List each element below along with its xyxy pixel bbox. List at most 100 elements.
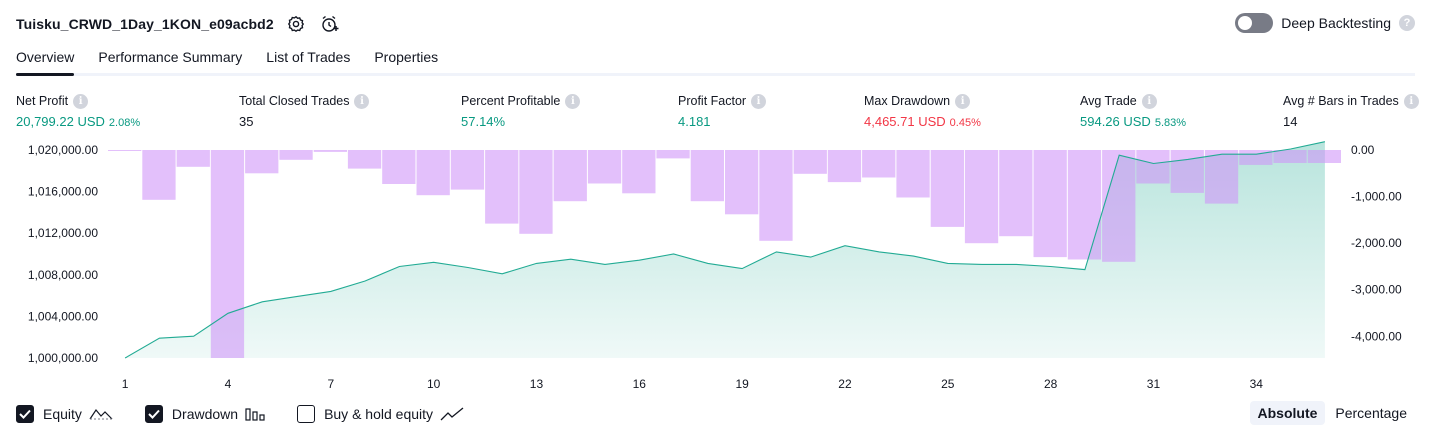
metric-value: 4,465.71 USD xyxy=(864,114,946,129)
right-axis: 0.00 -1,000.00 -2,000.00 -3,000.00 -4,000.00 xyxy=(1351,143,1402,343)
x-axis-tick-label: 25 xyxy=(941,377,955,391)
x-axis-tick-label: 10 xyxy=(427,377,441,391)
info-icon[interactable]: i xyxy=(1141,93,1157,109)
drawdown-bar xyxy=(450,150,485,190)
alarm-clock-add-icon[interactable] xyxy=(318,12,342,36)
legend-drawdown[interactable]: Drawdown xyxy=(144,405,265,423)
percentage-button[interactable]: Percentage xyxy=(1335,405,1407,421)
deep-backtesting-label: Deep Backtesting xyxy=(1281,15,1391,31)
metric-value: 14 xyxy=(1283,114,1298,129)
info-icon[interactable]: i xyxy=(73,93,89,109)
x-axis-tick-label: 4 xyxy=(225,377,232,391)
metric-percent-profitable: Percent Profitable i 57.14% xyxy=(461,93,581,131)
drawdown-bar xyxy=(896,150,930,198)
tab-list-of-trades[interactable]: List of Trades xyxy=(266,49,351,65)
left-axis-tick-label: 1,000,000.00 xyxy=(28,351,98,365)
drawdown-bar xyxy=(416,150,450,196)
metric-label: Avg Trade xyxy=(1080,94,1137,108)
drawdown-bar xyxy=(690,150,724,202)
drawdown-bar xyxy=(1136,150,1170,184)
drawdown-bar xyxy=(553,150,587,202)
drawdown-bar xyxy=(827,150,862,183)
drawdown-checkbox[interactable] xyxy=(144,405,163,423)
info-icon[interactable]: i xyxy=(751,93,767,109)
metric-label: Percent Profitable xyxy=(461,94,561,108)
legend-label: Drawdown xyxy=(171,406,239,422)
drawdown-bar xyxy=(587,150,622,184)
x-axis: 1 4 7 10 13 16 19 22 25 28 31 34 xyxy=(122,377,1264,391)
buy-hold-line-icon xyxy=(440,407,464,421)
equity-drawdown-chart[interactable]: 1,020,000.00 1,016,000.00 1,012,000.00 1,00… xyxy=(0,140,1431,395)
info-icon[interactable]: i xyxy=(1403,93,1419,109)
legend-label: Equity xyxy=(43,406,82,422)
info-icon[interactable]: i xyxy=(955,93,971,109)
chart-legend: Equity Drawdown Buy & hold equity xyxy=(16,403,496,425)
x-axis-tick-label: 31 xyxy=(1147,377,1161,391)
deep-backtesting-toggle[interactable] xyxy=(1235,13,1274,33)
drawdown-bar xyxy=(245,150,279,174)
buy-hold-checkbox[interactable] xyxy=(297,405,316,423)
x-axis-tick-label: 1 xyxy=(122,377,129,391)
right-axis-tick-label: -1,000.00 xyxy=(1351,190,1402,204)
drawdown-bar xyxy=(210,150,245,358)
metric-value: 20,799.22 USD xyxy=(16,114,105,129)
x-axis-tick-label: 16 xyxy=(633,377,647,391)
drawdown-bar xyxy=(862,150,896,178)
drawdown-bar xyxy=(930,150,964,227)
drawdown-bars-icon xyxy=(245,408,265,421)
tab-bar: Overview Performance Summary List of Tra… xyxy=(16,44,1415,76)
metric-value: 594.26 USD xyxy=(1080,114,1151,129)
drawdown-bar xyxy=(313,150,347,152)
metric-avg-trade: Avg Trade i 594.26 USD 5.83% xyxy=(1080,93,1186,131)
left-axis-tick-label: 1,012,000.00 xyxy=(28,226,98,240)
left-axis-tick-label: 1,020,000.00 xyxy=(28,143,98,157)
metric-percent: 5.83% xyxy=(1154,117,1187,129)
tab-properties[interactable]: Properties xyxy=(374,49,439,65)
info-icon[interactable]: i xyxy=(354,93,370,109)
display-mode-switch: Absolute Percentage xyxy=(1248,401,1416,425)
drawdown-bar xyxy=(1307,150,1341,163)
legend-equity[interactable]: Equity xyxy=(16,405,113,423)
metric-profit-factor: Profit Factor i 4.181 xyxy=(678,93,767,131)
drawdown-bar xyxy=(1204,150,1239,204)
info-icon[interactable]: i xyxy=(565,93,581,109)
drawdown-bar xyxy=(108,150,142,151)
equity-checkbox[interactable] xyxy=(16,405,34,423)
legend-buy-hold[interactable]: Buy & hold equity xyxy=(297,405,464,423)
drawdown-bar xyxy=(519,150,553,234)
metric-label: Avg # Bars in Trades xyxy=(1283,94,1399,108)
plot-area xyxy=(108,141,1341,359)
left-axis-tick-label: 1,008,000.00 xyxy=(28,268,98,282)
right-axis-tick-label: 0.00 xyxy=(1351,143,1375,157)
deep-backtesting: Deep Backtesting ? xyxy=(1235,13,1415,33)
drawdown-bar xyxy=(656,150,690,159)
x-axis-tick-label: 28 xyxy=(1044,377,1058,391)
strategy-title: Tuisku_CRWD_1Day_1KON_e09acbd2 xyxy=(16,16,274,32)
equity-line-icon xyxy=(89,408,113,420)
gear-icon[interactable] xyxy=(284,12,308,36)
legend-label: Buy & hold equity xyxy=(324,406,434,422)
drawdown-bar xyxy=(485,150,519,224)
metric-percent: 0.45% xyxy=(949,117,981,129)
strategy-header: Tuisku_CRWD_1Day_1KON_e09acbd2 xyxy=(16,11,342,37)
right-axis-tick-label: -2,000.00 xyxy=(1351,236,1402,250)
drawdown-bar xyxy=(725,150,759,215)
left-axis-tick-label: 1,016,000.00 xyxy=(28,185,98,199)
absolute-button[interactable]: Absolute xyxy=(1249,401,1326,425)
drawdown-bar xyxy=(382,150,416,184)
drawdown-bar xyxy=(964,150,999,244)
drawdown-bar xyxy=(622,150,656,194)
right-axis-tick-label: -4,000.00 xyxy=(1351,329,1402,343)
metric-label: Max Drawdown xyxy=(864,94,951,108)
left-axis: 1,020,000.00 1,016,000.00 1,012,000.00 1,00… xyxy=(28,143,98,365)
drawdown-bar xyxy=(1033,150,1067,258)
drawdown-bar xyxy=(759,150,793,241)
help-icon[interactable]: ? xyxy=(1399,15,1415,31)
drawdown-bar xyxy=(1102,150,1136,262)
x-axis-tick-label: 19 xyxy=(735,377,749,391)
x-axis-tick-label: 34 xyxy=(1250,377,1264,391)
tab-overview[interactable]: Overview xyxy=(16,44,75,76)
equity-line xyxy=(124,141,1326,359)
metric-label: Total Closed Trades xyxy=(239,94,350,108)
tab-performance-summary[interactable]: Performance Summary xyxy=(98,49,243,65)
